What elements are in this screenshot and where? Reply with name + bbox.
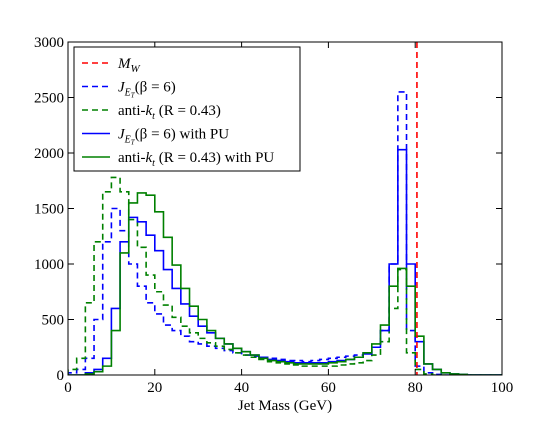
legend-box (73, 46, 301, 172)
legend-label-4: JET(β = 6) with PU (118, 127, 229, 147)
y-tick-label: 2500 (34, 91, 64, 107)
legend-text-part: (β = 6) with PU (135, 127, 230, 143)
legend-text-part: E (124, 88, 131, 99)
legend-text-part: anti- (118, 150, 146, 166)
x-tick-label: 0 (64, 380, 72, 396)
plot-layer (68, 42, 502, 375)
y-tick-label: 500 (42, 313, 65, 329)
legend-label-1: MW (117, 56, 141, 75)
legend-text-part: k (146, 103, 153, 119)
x-tick-label: 80 (408, 380, 423, 396)
y-tick-label: 0 (57, 368, 65, 384)
y-tick-label: 1000 (34, 257, 64, 273)
legend-text-part: (β = 6) (135, 80, 176, 96)
legend-text-part: W (131, 63, 141, 75)
legend-text-part: t (152, 111, 155, 122)
x-axis-title: Jet Mass (GeV) (238, 398, 332, 414)
legend-label-3: anti-kt (R = 0.43) (118, 103, 221, 122)
legend-label-2: JET(β = 6) (118, 80, 176, 100)
legend-text-part: E (124, 135, 131, 146)
series-line-2 (68, 176, 502, 375)
y-tick-label: 2000 (34, 146, 64, 162)
x-tick-label: 100 (491, 380, 514, 396)
legend-label-5: anti-kt (R = 0.43) with PU (118, 150, 274, 169)
x-tick-label: 60 (321, 380, 336, 396)
legend-text-part: t (152, 158, 155, 169)
legend-text-part: anti- (118, 103, 146, 119)
legend-text-part: (R = 0.43) with PU (155, 150, 274, 166)
legend-text-part: k (146, 150, 153, 166)
legend-text-part: J (118, 80, 126, 96)
series-line-4 (68, 192, 502, 375)
y-tick-label: 3000 (34, 35, 64, 51)
legend-text-part: T (131, 139, 136, 147)
series-group (68, 42, 502, 375)
legend-text-part: J (118, 127, 126, 143)
legend-text-part: T (131, 92, 136, 100)
x-tick-label: 40 (234, 380, 249, 396)
y-tick-label: 1500 (34, 202, 64, 218)
series-line-3 (68, 148, 502, 375)
legend-text-part: M (117, 56, 132, 72)
x-tick-label: 20 (147, 380, 162, 396)
legend-text-part: (R = 0.43) (155, 103, 221, 119)
